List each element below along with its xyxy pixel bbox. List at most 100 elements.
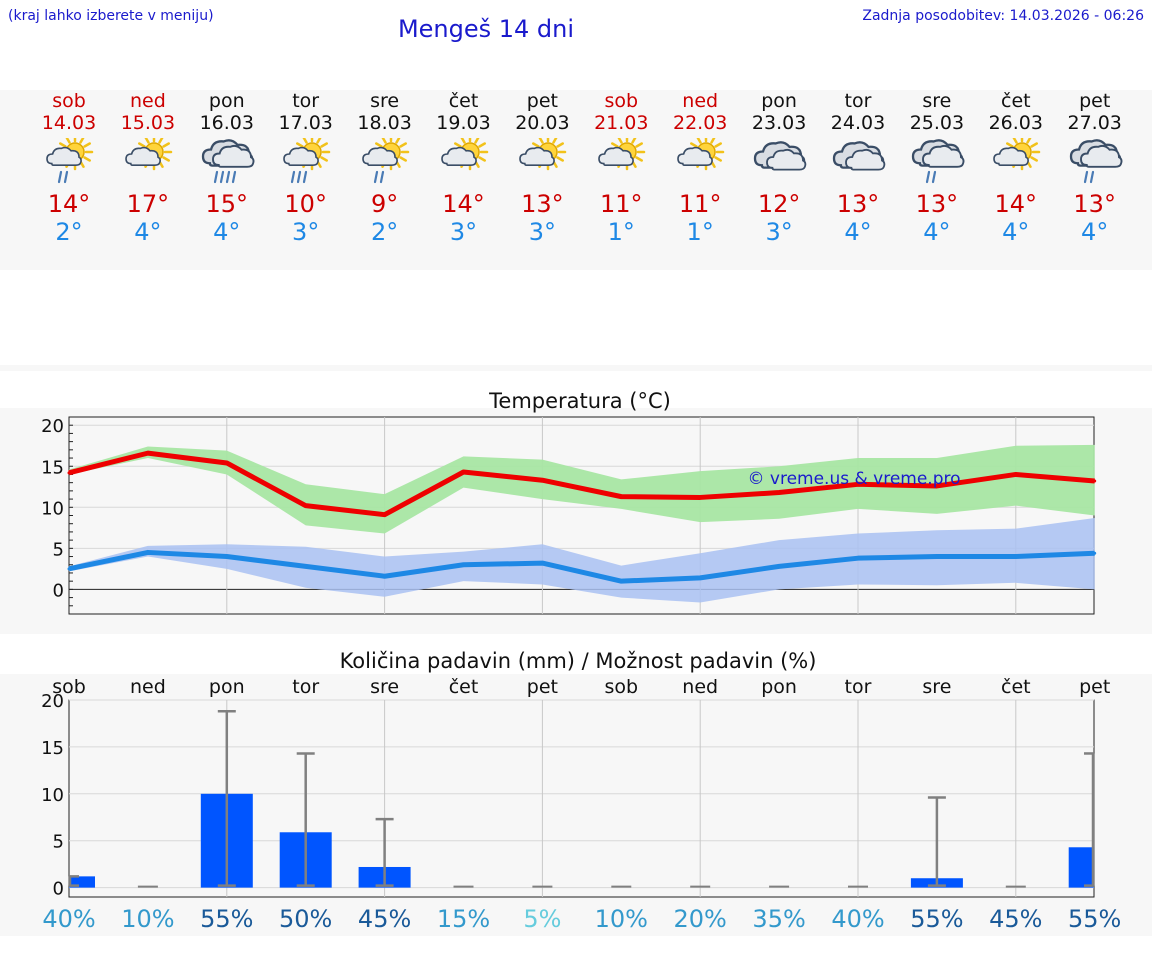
day-name: pet [526, 90, 558, 112]
cloudy-icon [753, 141, 807, 171]
precip-chance-label: 40% [831, 905, 884, 933]
day-name: sre [922, 90, 952, 112]
precip-y-tick: 0 [53, 879, 64, 900]
cloud-heavy-rain-icon [201, 139, 255, 184]
day-date: 27.03 [1067, 112, 1122, 134]
precip-day-label: sob [52, 676, 86, 698]
temp-point-max [935, 484, 939, 488]
location-hint: (kraj lahko izberete v meniju) [8, 8, 214, 24]
max-temp: 13° [915, 190, 959, 218]
precip-day-label: pet [527, 676, 558, 698]
min-temp: 1° [686, 218, 714, 246]
cloud-shape [211, 144, 255, 168]
cloud-shape [992, 146, 1029, 167]
temp-point-min [540, 561, 544, 565]
precip-chance-label: 55% [910, 905, 963, 933]
precip-bar [69, 876, 95, 888]
forecast-day: čet 19.03 14° 3° [424, 90, 504, 246]
forecast-day: sre 25.03 13° 4° [897, 90, 977, 246]
max-temp: 11° [678, 190, 722, 218]
min-temp: 4° [1081, 218, 1109, 246]
temp-point-max [1093, 479, 1097, 483]
temp-point-min [383, 574, 387, 578]
temp-point-min [146, 550, 150, 554]
precip-day-label: pon [209, 676, 245, 698]
cloud-shape [282, 146, 319, 167]
partly-cloudy-sun-icon [440, 138, 488, 171]
temp-point-max [856, 482, 860, 486]
partly-cloudy-sun-rain-icon [282, 138, 330, 184]
temp-point-min [856, 556, 860, 560]
cloud-shape [1079, 144, 1123, 168]
day-name: tor [844, 90, 872, 112]
day-name: sob [52, 90, 86, 112]
daily-forecast-strip: sob 14.03 14° 2° ned 15.03 17° 4° pon 16.03 15° 4° t… [0, 90, 1152, 270]
rain-drops [373, 170, 384, 184]
precip-day-label: sre [370, 676, 399, 698]
temp-point-min [935, 555, 939, 559]
day-name: čet [448, 90, 479, 112]
day-date: 20.03 [515, 112, 570, 134]
precip-day-label: pet [1079, 676, 1110, 698]
day-date: 15.03 [120, 112, 176, 134]
forecast-day: tor 17.03 10° 3° [266, 90, 346, 246]
partly-cloudy-sun-icon [519, 138, 567, 171]
temp-point-min [304, 564, 308, 568]
day-date: 16.03 [199, 112, 254, 134]
max-temp: 14° [47, 190, 91, 218]
day-name: pet [1079, 90, 1111, 112]
day-name: ned [129, 90, 166, 112]
temp-point-min [1014, 555, 1018, 559]
forecast-day: sob 14.03 14° 2° [29, 90, 109, 246]
temp-point-max [304, 504, 308, 508]
forecast-day: ned 15.03 17° 4° [108, 90, 188, 246]
min-temp: 1° [607, 218, 635, 246]
min-temp: 3° [765, 218, 793, 246]
max-temp: 14° [442, 190, 485, 218]
partly-cloudy-sun-icon [125, 138, 173, 171]
rain-drops [213, 170, 236, 184]
cloudy-icon [832, 141, 886, 171]
partly-cloudy-sun-light-rain-icon [46, 138, 94, 184]
forecast-day: sre 18.03 9° 2° [345, 90, 425, 246]
day-date: 17.03 [278, 112, 333, 134]
temp-point-max [225, 461, 229, 465]
temp-point-max [67, 471, 71, 475]
precip-chance-label: 35% [752, 905, 805, 933]
forecast-day: sob 21.03 11° 1° [581, 90, 661, 246]
precip-chance-label: 45% [989, 905, 1042, 933]
temp-point-max [619, 495, 623, 499]
precip-chance-label: 45% [358, 905, 411, 933]
temp-point-max [698, 495, 702, 499]
min-temp: 4° [213, 218, 241, 246]
forecast-day: pon 16.03 15° 4° [187, 90, 267, 246]
temp-uncertainty-band-min [69, 517, 1095, 603]
forecast-day: čet 26.03 14° 4° [976, 90, 1056, 246]
max-temp: 13° [1073, 190, 1116, 218]
temp-line-max [68, 450, 1095, 518]
partly-cloudy-sun-icon [677, 138, 725, 171]
precip-day-label: sre [922, 676, 951, 698]
day-date: 18.03 [357, 112, 412, 134]
temp-line-min [68, 549, 1095, 584]
temp-chart-title: Temperatura (°C) [488, 389, 671, 413]
precip-day-label: ned [130, 676, 166, 698]
cloud-shape [766, 148, 807, 171]
precip-chance-label: 55% [1068, 905, 1121, 933]
watermark: © vreme.us & vreme.pro [747, 469, 960, 489]
temp-point-min [67, 567, 71, 571]
cloud-light-rain-icon [911, 139, 965, 184]
min-temp: 3° [292, 218, 320, 246]
precip-bar [1068, 847, 1094, 888]
day-name: pon [208, 90, 245, 112]
partly-cloudy-sun-light-rain-icon [361, 138, 409, 184]
temp-point-max [146, 451, 150, 455]
day-date: 21.03 [594, 112, 649, 134]
forecast-day: ned 22.03 11° 1° [660, 90, 740, 246]
temp-y-tick: 15 [41, 457, 64, 478]
temp-point-min [698, 576, 702, 580]
precip-day-label: tor [845, 676, 872, 698]
min-temp: 4° [923, 218, 951, 246]
max-temp: 10° [284, 190, 327, 218]
precip-y-tick: 15 [41, 738, 64, 759]
